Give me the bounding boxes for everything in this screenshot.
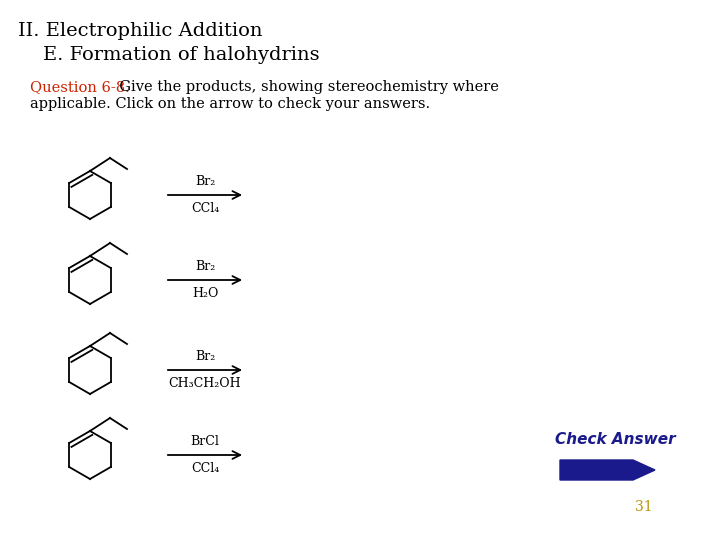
Text: Br₂: Br₂ (195, 175, 215, 188)
Text: 31: 31 (635, 500, 652, 514)
Text: E. Formation of halohydrins: E. Formation of halohydrins (18, 46, 320, 64)
FancyArrow shape (560, 460, 655, 480)
Text: CCl₄: CCl₄ (191, 202, 219, 215)
Text: BrCl: BrCl (191, 435, 220, 448)
Text: CH₃CH₂OH: CH₃CH₂OH (168, 377, 241, 390)
Text: CCl₄: CCl₄ (191, 462, 219, 475)
Text: Br₂: Br₂ (195, 260, 215, 273)
Text: II. Electrophilic Addition: II. Electrophilic Addition (18, 22, 263, 40)
Text: Check Answer: Check Answer (555, 432, 675, 447)
Text: Br₂: Br₂ (195, 350, 215, 363)
Text: Give the products, showing stereochemistry where: Give the products, showing stereochemist… (110, 80, 499, 94)
Text: applicable. Click on the arrow to check your answers.: applicable. Click on the arrow to check … (30, 97, 430, 111)
Text: H₂O: H₂O (192, 287, 218, 300)
Text: Question 6-8.: Question 6-8. (30, 80, 130, 94)
